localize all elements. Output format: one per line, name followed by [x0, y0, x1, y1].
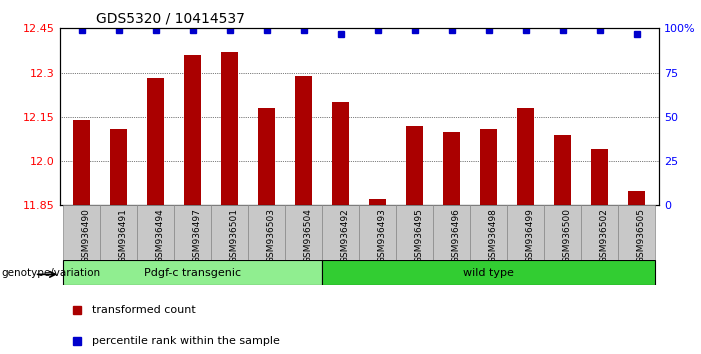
Bar: [184, 55, 201, 205]
Text: wild type: wild type: [463, 268, 515, 278]
Text: GSM936496: GSM936496: [451, 208, 461, 263]
Bar: [332, 102, 349, 205]
Bar: [480, 129, 497, 205]
Bar: [396, 205, 433, 260]
Bar: [407, 126, 423, 205]
Text: GSM936498: GSM936498: [489, 208, 498, 263]
Text: GSM936499: GSM936499: [526, 208, 535, 263]
Text: GSM936500: GSM936500: [563, 208, 572, 263]
Text: GSM936497: GSM936497: [193, 208, 202, 263]
Bar: [470, 205, 508, 260]
Text: GSM936505: GSM936505: [637, 208, 646, 263]
Text: transformed count: transformed count: [92, 305, 196, 315]
Bar: [359, 205, 396, 260]
Bar: [322, 205, 359, 260]
Bar: [322, 260, 655, 285]
Text: GSM936504: GSM936504: [304, 208, 313, 263]
Bar: [175, 205, 211, 260]
Bar: [544, 205, 581, 260]
Bar: [433, 205, 470, 260]
Bar: [581, 205, 618, 260]
Bar: [554, 135, 571, 205]
Bar: [211, 205, 248, 260]
Text: GSM936490: GSM936490: [82, 208, 91, 263]
Bar: [147, 79, 164, 205]
Bar: [618, 205, 655, 260]
Bar: [628, 190, 645, 205]
Text: GSM936494: GSM936494: [156, 208, 165, 263]
Bar: [222, 52, 238, 205]
Bar: [295, 75, 312, 205]
Text: GSM936491: GSM936491: [118, 208, 128, 263]
Text: genotype/variation: genotype/variation: [1, 268, 100, 278]
Text: GSM936492: GSM936492: [341, 208, 350, 263]
Bar: [369, 199, 386, 205]
Bar: [63, 260, 322, 285]
Text: percentile rank within the sample: percentile rank within the sample: [92, 336, 280, 346]
Bar: [444, 132, 460, 205]
Bar: [100, 205, 137, 260]
Bar: [517, 108, 534, 205]
Bar: [259, 108, 275, 205]
Bar: [592, 149, 608, 205]
Text: GSM936493: GSM936493: [378, 208, 387, 263]
Bar: [285, 205, 322, 260]
Text: GSM936503: GSM936503: [267, 208, 275, 263]
Bar: [74, 120, 90, 205]
Bar: [248, 205, 285, 260]
Bar: [63, 205, 100, 260]
Text: GDS5320 / 10414537: GDS5320 / 10414537: [95, 12, 245, 26]
Bar: [508, 205, 544, 260]
Text: GSM936495: GSM936495: [415, 208, 424, 263]
Bar: [111, 129, 127, 205]
Bar: [137, 205, 175, 260]
Text: GSM936501: GSM936501: [230, 208, 239, 263]
Text: Pdgf-c transgenic: Pdgf-c transgenic: [144, 268, 241, 278]
Text: GSM936502: GSM936502: [600, 208, 608, 263]
